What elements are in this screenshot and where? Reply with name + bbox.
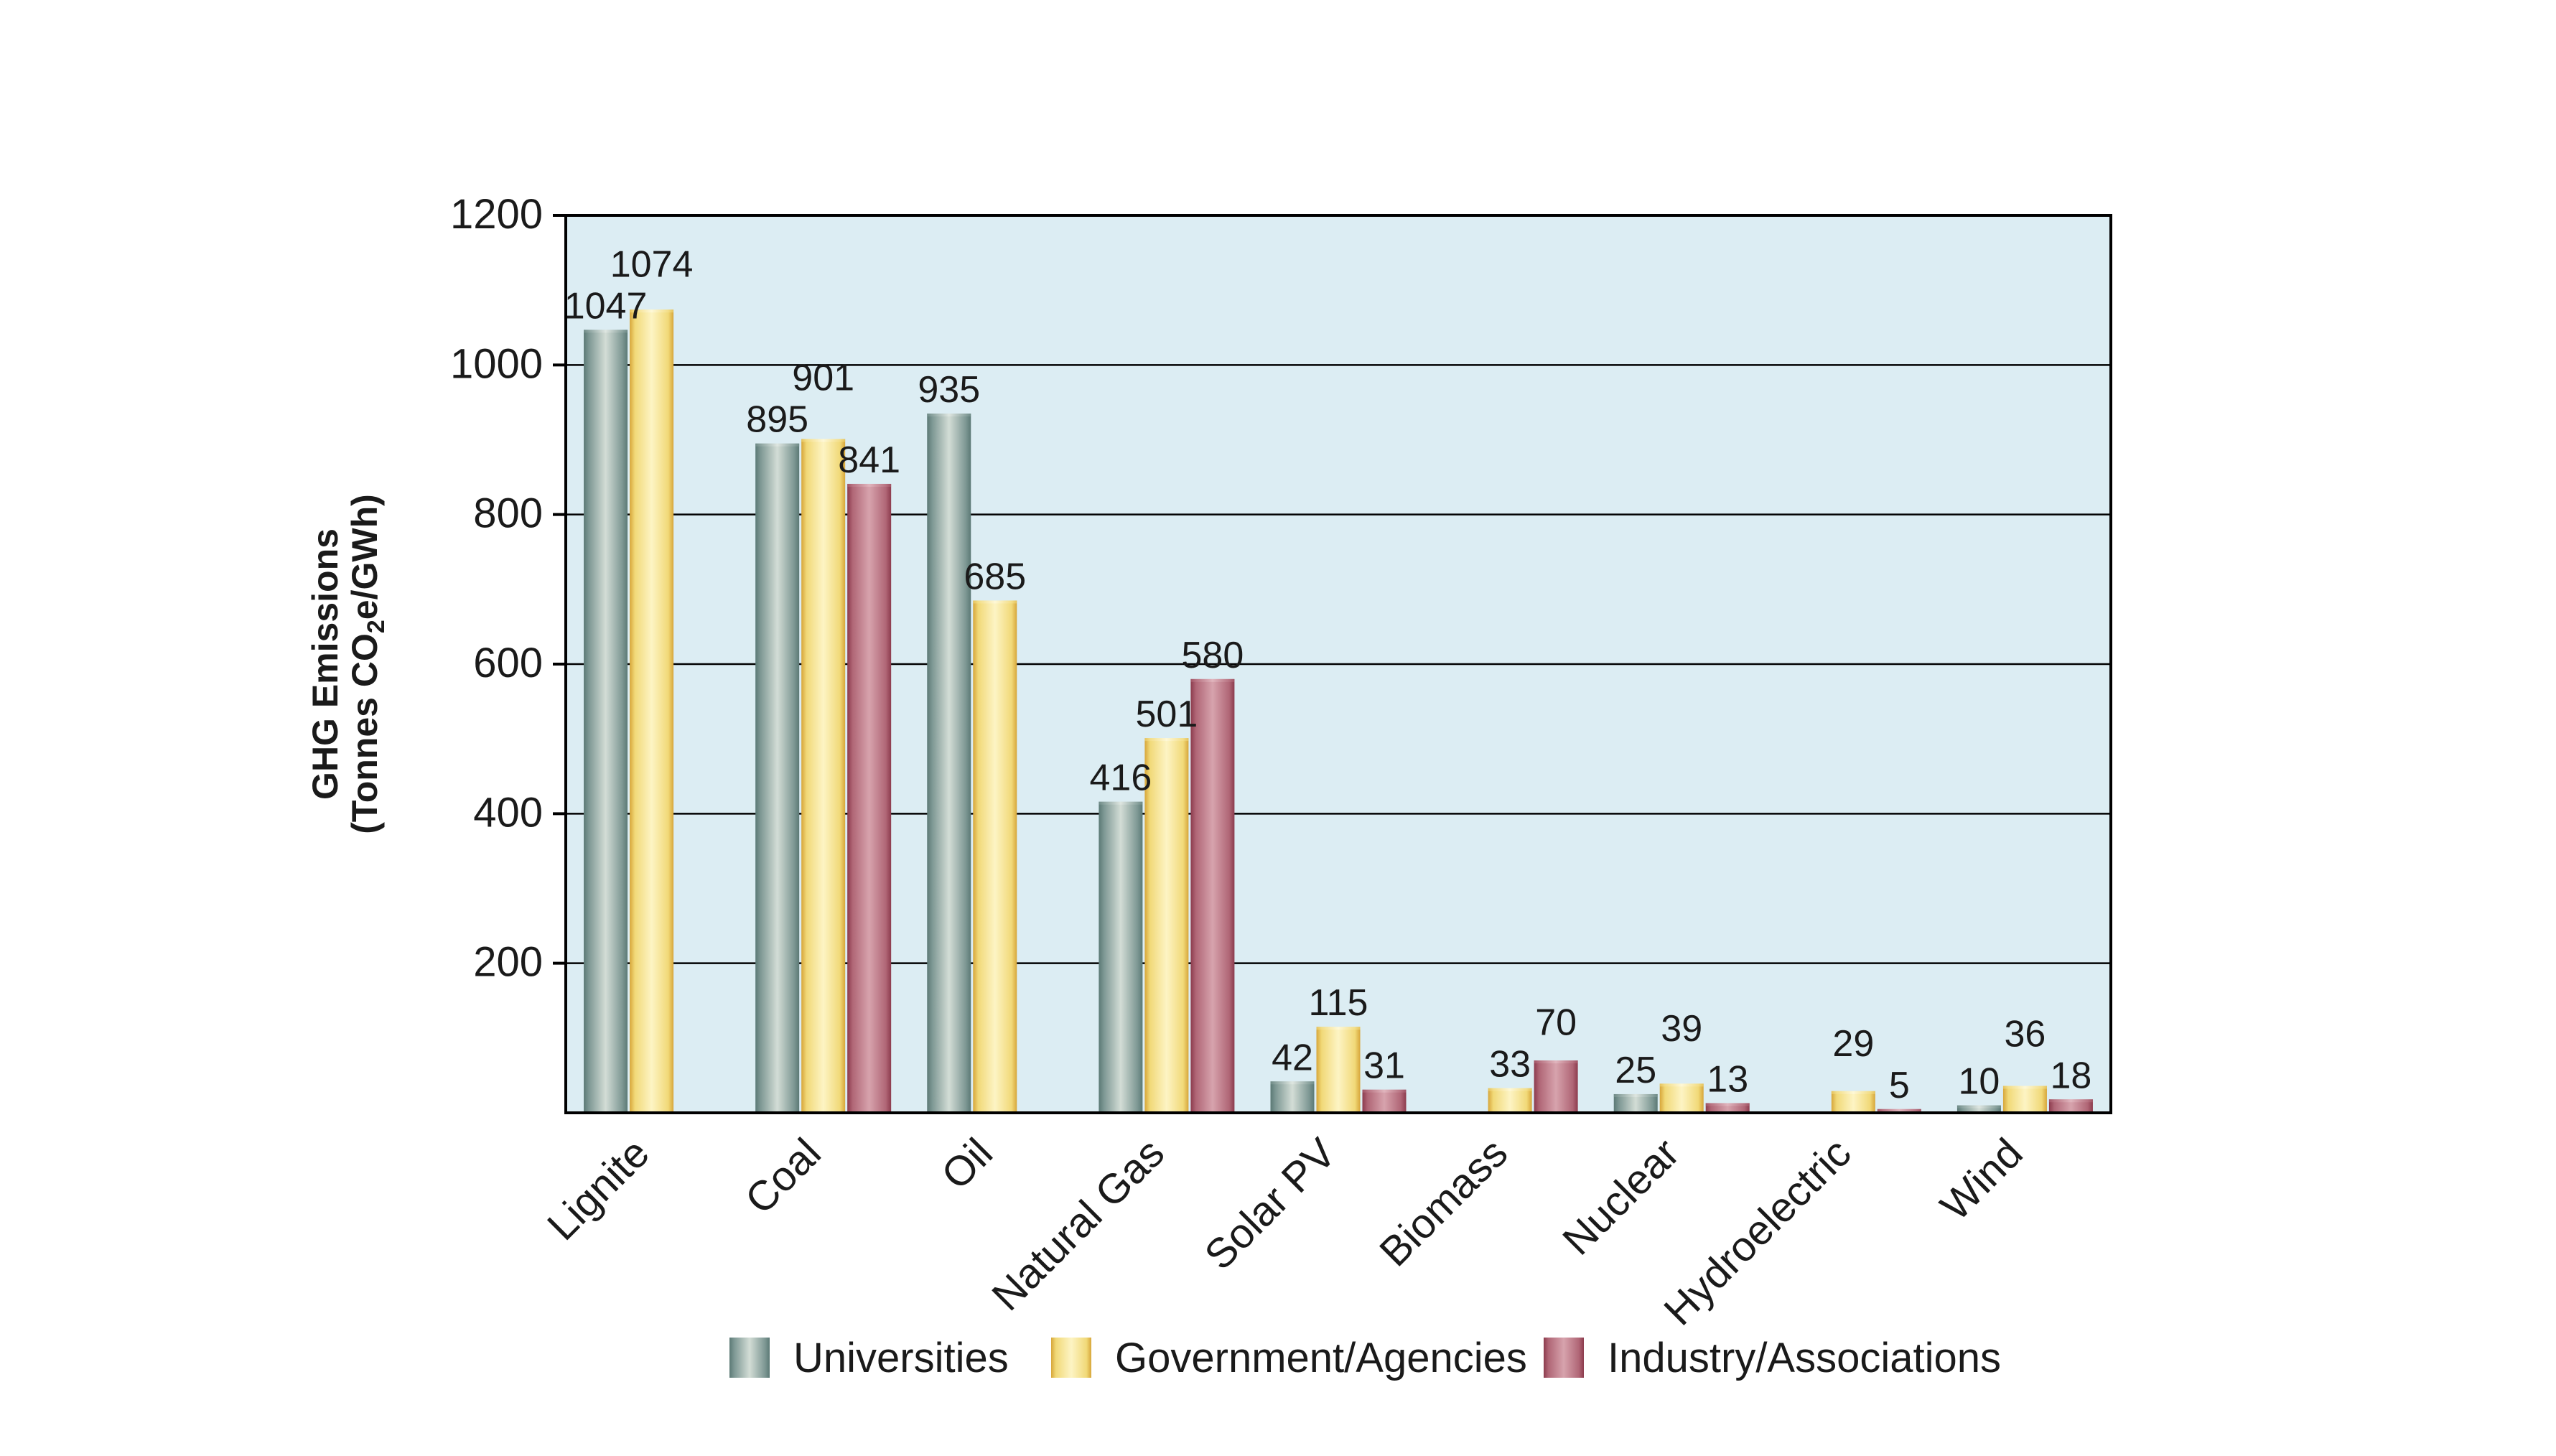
svg-text:70: 70 [1535,1002,1577,1044]
svg-text:841: 841 [838,439,900,481]
svg-text:Universities: Universities [793,1335,1009,1381]
svg-text:13: 13 [1707,1058,1748,1100]
svg-text:Solar PV: Solar PV [1195,1129,1345,1279]
svg-text:5: 5 [1889,1065,1910,1106]
svg-text:Oil: Oil [933,1129,1002,1198]
svg-text:18: 18 [2051,1055,2092,1096]
svg-text:Natural Gas: Natural Gas [983,1129,1173,1320]
svg-text:600: 600 [473,640,543,686]
svg-text:800: 800 [473,490,543,537]
svg-text:10: 10 [1959,1061,2000,1103]
svg-text:42: 42 [1272,1037,1313,1078]
svg-text:29: 29 [1832,1023,1874,1065]
svg-text:115: 115 [1309,982,1368,1024]
svg-text:935: 935 [918,369,980,411]
svg-text:33: 33 [1489,1044,1531,1086]
svg-text:36: 36 [2005,1013,2046,1055]
svg-text:580: 580 [1182,635,1244,676]
svg-text:1047: 1047 [564,285,648,327]
svg-text:1000: 1000 [450,340,543,387]
svg-text:Coal: Coal [737,1129,830,1223]
svg-text:685: 685 [964,556,1026,597]
svg-text:901: 901 [792,358,854,399]
svg-text:400: 400 [473,789,543,836]
svg-text:501: 501 [1136,694,1198,735]
svg-text:Nuclear: Nuclear [1554,1129,1688,1264]
svg-text:Government/Agencies: Government/Agencies [1115,1335,1527,1381]
svg-text:Wind: Wind [1931,1129,2031,1229]
svg-text:Industry/Associations: Industry/Associations [1608,1335,2001,1381]
svg-text:416: 416 [1090,757,1152,799]
svg-text:200: 200 [473,939,543,986]
svg-text:25: 25 [1615,1050,1656,1091]
svg-text:31: 31 [1363,1045,1405,1087]
svg-text:GHG Emissions: GHG Emissions [305,528,345,800]
svg-text:Biomass: Biomass [1371,1129,1516,1275]
svg-text:39: 39 [1661,1008,1702,1050]
svg-text:Lignite: Lignite [538,1129,658,1249]
svg-text:(Tonnes CO2e/GWh): (Tonnes CO2e/GWh) [345,494,390,834]
svg-text:1200: 1200 [450,191,543,238]
svg-text:1074: 1074 [610,243,694,285]
svg-text:895: 895 [746,399,808,441]
